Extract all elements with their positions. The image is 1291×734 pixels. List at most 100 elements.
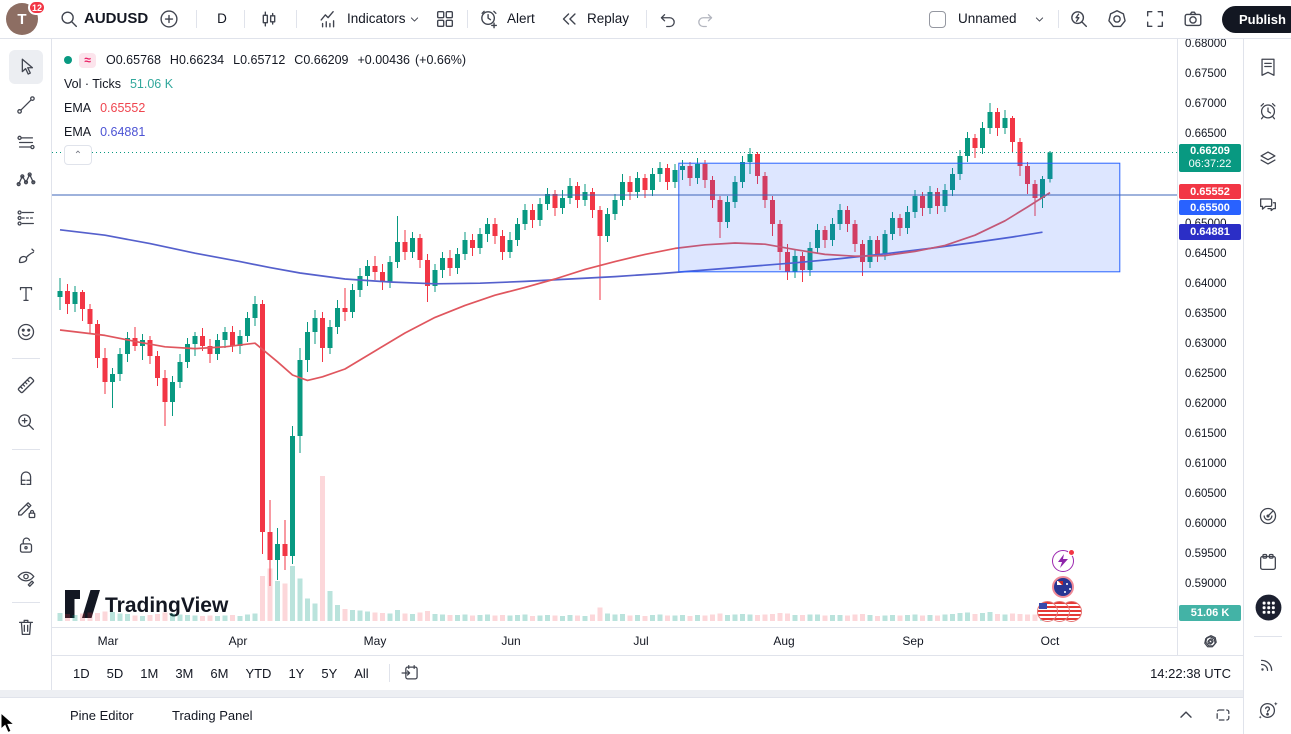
svg-text:TradingView: TradingView (105, 594, 229, 617)
month-label: Oct (1040, 634, 1060, 648)
help-button[interactable] (1251, 693, 1285, 727)
us-flag-stack-icon[interactable] (1037, 601, 1091, 623)
price-tick-label: 0.66500 (1185, 128, 1227, 140)
watchlist-button[interactable] (1251, 50, 1285, 84)
indicators-icon[interactable] (318, 8, 340, 30)
price-axis[interactable]: 0.680000.675000.670000.665000.660000.655… (1177, 38, 1243, 627)
current-price: 0.66209 (1190, 144, 1230, 157)
approx-values-icon: ≈ (79, 52, 96, 68)
text-tool-tool[interactable] (9, 277, 43, 311)
emoji-tool[interactable] (9, 315, 43, 349)
alert-button[interactable]: Alert (507, 11, 535, 26)
chart-legend: ≈ O0.65768 H0.66234 L0.65712 C0.66209 +0… (64, 48, 475, 144)
apps-menu-button[interactable] (1251, 590, 1285, 624)
object-tree-button[interactable] (1251, 141, 1285, 175)
fib-retracement-tool[interactable] (9, 201, 43, 235)
chevron-down-icon[interactable] (407, 12, 422, 27)
bar-countdown: 06:37:22 (1188, 157, 1232, 170)
volume-bars (57, 476, 1053, 622)
trend-line-tool[interactable] (9, 88, 43, 122)
rectangle-drawing[interactable] (678, 162, 1121, 273)
tab-trading-panel[interactable]: Trading Panel (172, 708, 253, 723)
economic-calendar-button[interactable] (1251, 545, 1285, 579)
drawing-lock-tool[interactable] (9, 492, 43, 526)
range-button-1d[interactable]: 1D (73, 665, 90, 681)
range-button-5d[interactable]: 5D (106, 665, 124, 681)
magnet-tool[interactable] (9, 460, 43, 494)
layout-checkbox[interactable] (929, 11, 946, 28)
parallel-channel-tool[interactable] (9, 125, 43, 159)
undo-icon[interactable] (658, 9, 679, 30)
change-value: +0.00436 (357, 53, 410, 67)
indicators-button[interactable]: Indicators (347, 11, 406, 26)
notifications-badge[interactable]: 12 (28, 0, 47, 15)
clock[interactable]: 14:22:38 UTC (1150, 665, 1231, 681)
compare-add-icon[interactable] (158, 8, 180, 30)
legend-volume-row[interactable]: Vol · Ticks 51.06 K (64, 72, 475, 96)
screenshot-camera-icon[interactable] (1182, 8, 1204, 30)
replay-button[interactable]: Replay (587, 11, 630, 26)
ruler-tool[interactable] (9, 368, 43, 402)
legend-collapse-button[interactable]: ⌃ (64, 145, 92, 165)
cursor-tool[interactable] (9, 50, 43, 84)
market-status-dot (64, 56, 72, 64)
candlestick-chart[interactable]: TradingView (52, 39, 1177, 632)
chat-button[interactable] (1251, 188, 1285, 222)
close-label: C (294, 53, 304, 67)
search-icon[interactable] (58, 8, 80, 30)
top-toolbar: T 12 AUDUSD D Indicators Alert Replay Un… (0, 0, 1291, 39)
xabcd-pattern-tool[interactable] (9, 163, 43, 197)
alert-icon[interactable] (478, 8, 500, 30)
zoom-in-tool[interactable] (9, 405, 43, 439)
price-tick-label: 0.62000 (1185, 398, 1227, 410)
go-to-date-icon[interactable] (400, 663, 420, 683)
redo-icon[interactable] (694, 9, 715, 30)
range-button-ytd[interactable]: YTD (245, 665, 272, 681)
chart-pane[interactable]: TradingView ≈ O0.65768 H0.66234 L0.65712… (52, 39, 1177, 627)
economic-event-icon[interactable] (1052, 549, 1075, 572)
range-button-3m[interactable]: 3M (175, 665, 194, 681)
range-button-all[interactable]: All (354, 665, 369, 681)
data-feed-button[interactable] (1251, 647, 1285, 681)
range-button-6m[interactable]: 6M (210, 665, 229, 681)
event-alert-dot (1068, 549, 1075, 556)
legend-ema-fast-row[interactable]: EMA 0.65552 (64, 96, 475, 120)
publish-button[interactable]: Publish (1222, 6, 1291, 33)
price-tick-label: 0.59000 (1185, 578, 1227, 590)
drawing-toolbar (0, 39, 52, 690)
time-axis[interactable]: Mar Apr May Jun Jul Aug Sep Oct (52, 627, 1216, 655)
price-tick-label: 0.63500 (1185, 308, 1227, 320)
lock-all-drawings-tool[interactable] (9, 528, 43, 562)
hotlists-button[interactable] (1251, 499, 1285, 533)
settings-icon[interactable] (1106, 8, 1128, 30)
hide-all-drawings-tool[interactable] (9, 560, 43, 594)
divider (1254, 636, 1282, 637)
indicator-templates-icon[interactable] (434, 8, 456, 30)
range-button-5y[interactable]: 5Y (321, 665, 338, 681)
tab-pine-editor[interactable]: Pine Editor (70, 708, 134, 723)
chevron-down-icon[interactable] (1032, 12, 1047, 27)
quick-search-icon[interactable] (1068, 8, 1090, 30)
chevron-up-icon[interactable] (1176, 705, 1196, 725)
replay-icon[interactable] (558, 8, 580, 30)
price-axis-settings[interactable] (1177, 627, 1243, 655)
remove-drawings-tool[interactable] (9, 610, 43, 644)
price-tick-label: 0.64000 (1185, 278, 1227, 290)
range-button-1m[interactable]: 1M (140, 665, 159, 681)
chart-style-icon[interactable] (258, 8, 280, 30)
maximize-icon[interactable] (1213, 705, 1233, 725)
legend-main-row[interactable]: ≈ O0.65768 H0.66234 L0.65712 C0.66209 +0… (64, 48, 475, 72)
legend-ema-slow-row[interactable]: EMA 0.64881 (64, 120, 475, 144)
price-tick-label: 0.64500 (1185, 248, 1227, 260)
time-axis-settings-icon[interactable] (1202, 634, 1218, 650)
brush-tool[interactable] (9, 239, 43, 273)
interval-button[interactable]: D (217, 11, 227, 26)
fullscreen-icon[interactable] (1144, 8, 1166, 30)
divider (467, 10, 468, 28)
alerts-button[interactable] (1251, 94, 1285, 128)
au-flag-icon[interactable] (1052, 576, 1074, 598)
range-button-1y[interactable]: 1Y (288, 665, 305, 681)
symbol-search-button[interactable]: AUDUSD (84, 10, 149, 27)
tradingview-watermark: TradingView (65, 590, 229, 618)
layout-name-button[interactable]: Unnamed (958, 11, 1017, 26)
